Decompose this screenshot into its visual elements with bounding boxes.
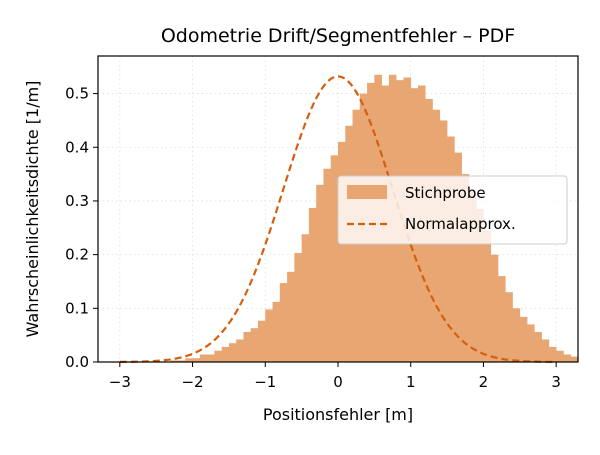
histogram-bar [308, 207, 317, 362]
y-tick-label: 0.0 [65, 353, 89, 371]
histogram-bar [207, 354, 215, 362]
histogram-bar [185, 358, 193, 362]
histogram-bar [221, 346, 230, 362]
histogram-bar [548, 346, 557, 362]
histogram-bar [279, 283, 288, 362]
histogram-bar [534, 331, 542, 362]
histogram-bar [170, 360, 179, 362]
histogram-bar [214, 350, 222, 362]
x-tick-label: 2 [479, 373, 489, 391]
y-tick-label: 0.5 [65, 85, 89, 103]
histogram-bar [265, 309, 273, 362]
histogram-bar [250, 328, 259, 362]
histogram-bar [178, 360, 186, 362]
y-axis-label: Wahrscheinlichkeitsdichte [1/m] [23, 81, 42, 338]
x-tick-label: −1 [254, 373, 276, 391]
histogram-bar [316, 184, 324, 362]
normal-curve-line [119, 75, 557, 363]
histogram-bar [505, 292, 513, 362]
histogram-bar [476, 209, 484, 362]
histogram-bar [228, 343, 237, 362]
histogram-bar [512, 308, 521, 362]
histogram-bar [192, 358, 201, 362]
x-tick-label: 0 [333, 373, 343, 391]
histogram-bar [490, 254, 499, 362]
histogram-bar [468, 190, 477, 362]
histogram-bar [563, 354, 572, 362]
histogram-bar [570, 356, 579, 362]
legend-label-normalapprox: Normalapprox. [405, 215, 516, 233]
histogram-bar [330, 155, 339, 362]
histogram-bar [338, 141, 346, 362]
chart-title: Odometrie Drift/Segmentfehler – PDF [161, 25, 515, 47]
histogram-bar [447, 136, 455, 362]
histogram-bar [527, 324, 535, 362]
normal-curve-layer [119, 75, 557, 363]
y-tick-label: 0.4 [65, 138, 89, 156]
legend-swatch-stichprobe [347, 185, 387, 199]
x-axis-label: Positionsfehler [m] [263, 405, 413, 424]
histogram-bar [454, 152, 462, 362]
histogram-bar [541, 339, 550, 362]
y-tick-label: 0.3 [65, 192, 89, 210]
histogram-bar [519, 316, 528, 362]
histogram-bar [236, 339, 244, 362]
histogram-bar [258, 320, 266, 362]
legend-label-stichprobe: Stichprobe [405, 184, 486, 202]
x-tick-label: −3 [109, 373, 131, 391]
histogram-bar [323, 168, 332, 362]
x-tick-label: 1 [406, 373, 416, 391]
legend-box [337, 175, 568, 245]
x-tick-label: 3 [551, 373, 561, 391]
y-axis-ticks: 0.0 0.1 0.2 0.3 0.4 0.5 [65, 85, 98, 371]
histogram-bar [294, 253, 302, 362]
histogram-bar [461, 174, 470, 362]
histogram-bar [287, 271, 295, 362]
x-axis-ticks: −3 −2 −1 0 1 2 3 [109, 362, 561, 391]
histogram-bar [243, 331, 252, 362]
histogram-bar [272, 301, 281, 362]
histogram-bar [301, 234, 310, 362]
histogram-bar [498, 276, 506, 362]
y-tick-label: 0.2 [65, 246, 89, 264]
histogram-bar [199, 354, 208, 362]
histogram-bar [483, 230, 492, 362]
legend: Stichprobe Normalapprox. [337, 175, 568, 245]
y-tick-label: 0.1 [65, 299, 89, 317]
x-tick-label: −2 [181, 373, 203, 391]
histogram-bar [556, 350, 564, 362]
